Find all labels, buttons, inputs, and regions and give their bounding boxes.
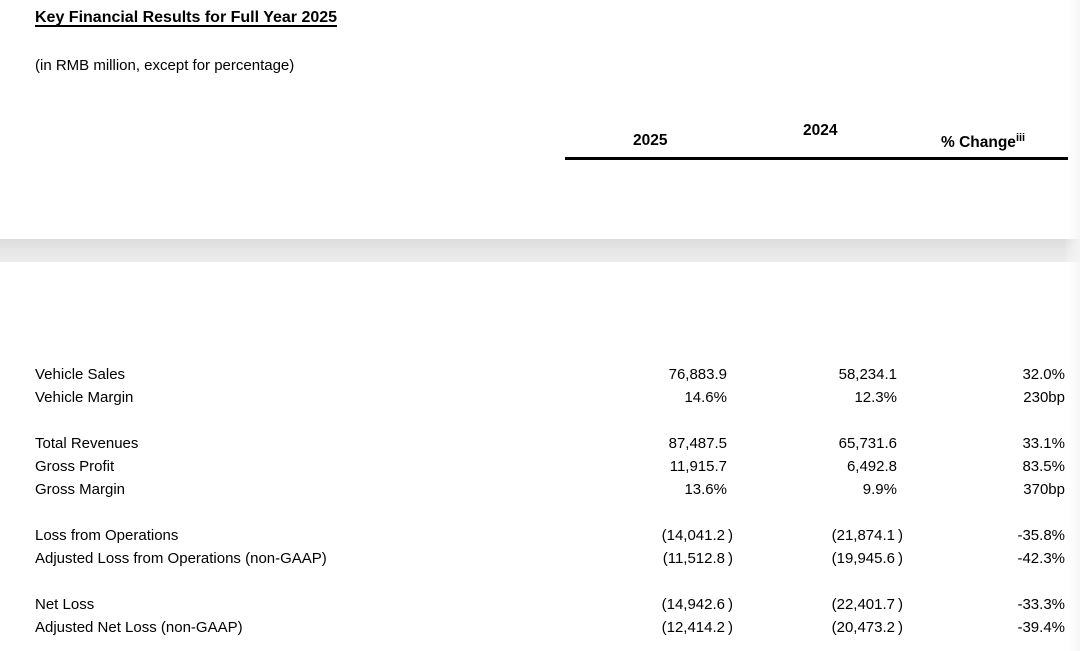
percent-change-label: % Change [941, 134, 1016, 151]
value-2024: 58,234.1 [838, 366, 897, 383]
row-label: Net Loss [35, 596, 95, 613]
table-row: Vehicle Sales 76,883.9 58,234.1 32.0% [0, 363, 1080, 386]
row-label: Gross Profit [35, 458, 115, 475]
value-2025: 11,915.7 [669, 458, 727, 475]
row-label: Adjusted Loss from Operations (non-GAAP) [35, 550, 327, 567]
value-2024: (19,945.6 ) [831, 550, 903, 567]
table-row: Total Revenues 87,487.5 65,731.6 33.1% [0, 432, 1080, 455]
value-2024: (20,473.2 ) [831, 619, 903, 636]
value-2024: 6,492.8 [846, 458, 897, 475]
value-change: 33.1% [1022, 435, 1065, 452]
value-change: -35.8% [1017, 527, 1065, 544]
table-row: Vehicle Margin 14.6% 12.3% 230bp [0, 386, 1080, 409]
value-2025: (14,041.2 ) [661, 527, 733, 544]
table-row: Adjusted Net Loss (non-GAAP) (12,414.2 )… [0, 616, 1080, 639]
value-2024: (21,874.1 ) [831, 527, 903, 544]
value-2024: 65,731.6 [838, 435, 897, 452]
value-change: -33.3% [1017, 596, 1065, 613]
page-break-band [0, 239, 1080, 262]
value-2025: 76,883.9 [668, 366, 727, 383]
column-header-2024: 2024 [803, 122, 838, 139]
value-change: 370bp [1023, 481, 1065, 498]
value-change: 32.0% [1022, 366, 1065, 383]
row-label: Gross Margin [35, 481, 126, 498]
value-2024: (22,401.7 ) [831, 596, 903, 613]
row-label: Adjusted Net Loss (non-GAAP) [35, 619, 243, 636]
page-title: Key Financial Results for Full Year 2025 [35, 9, 338, 26]
value-2024: 9.9% [862, 481, 897, 498]
table-row: Adjusted Loss from Operations (non-GAAP)… [0, 547, 1080, 570]
table-row: Gross Margin 13.6% 9.9% 370bp [0, 478, 1080, 501]
row-label: Loss from Operations [35, 527, 179, 544]
value-change: 83.5% [1022, 458, 1065, 475]
value-change: -39.4% [1017, 619, 1065, 636]
table-row: Net Loss (14,942.6 ) (22,401.7 ) -33.3% [0, 593, 1080, 616]
row-label: Vehicle Margin [35, 389, 134, 406]
value-2025: (12,414.2 ) [661, 619, 733, 636]
column-header-2025: 2025 [633, 132, 668, 149]
row-label: Total Revenues [35, 435, 139, 452]
value-2024: 12.3% [854, 389, 897, 406]
units-note: (in RMB million, except for percentage) [35, 57, 295, 74]
value-2025: 87,487.5 [668, 435, 727, 452]
footnote-marker: iii [1015, 132, 1026, 144]
financial-table-body: Vehicle Sales 76,883.9 58,234.1 32.0% Ve… [0, 363, 1080, 639]
value-change: 230bp [1023, 389, 1065, 406]
table-header-divider [565, 157, 1068, 160]
value-change: -42.3% [1017, 550, 1065, 567]
table-row: Loss from Operations (14,041.2 ) (21,874… [0, 524, 1080, 547]
value-2025: 14.6% [684, 389, 727, 406]
table-row: Gross Profit 11,915.7 6,492.8 83.5% [0, 455, 1080, 478]
value-2025: (14,942.6 ) [661, 596, 733, 613]
value-2025: (11,512.8 ) [662, 550, 733, 567]
row-label: Vehicle Sales [35, 366, 126, 383]
value-2025: 13.6% [684, 481, 727, 498]
column-header-percent-change: % Changeiii [941, 132, 1026, 152]
